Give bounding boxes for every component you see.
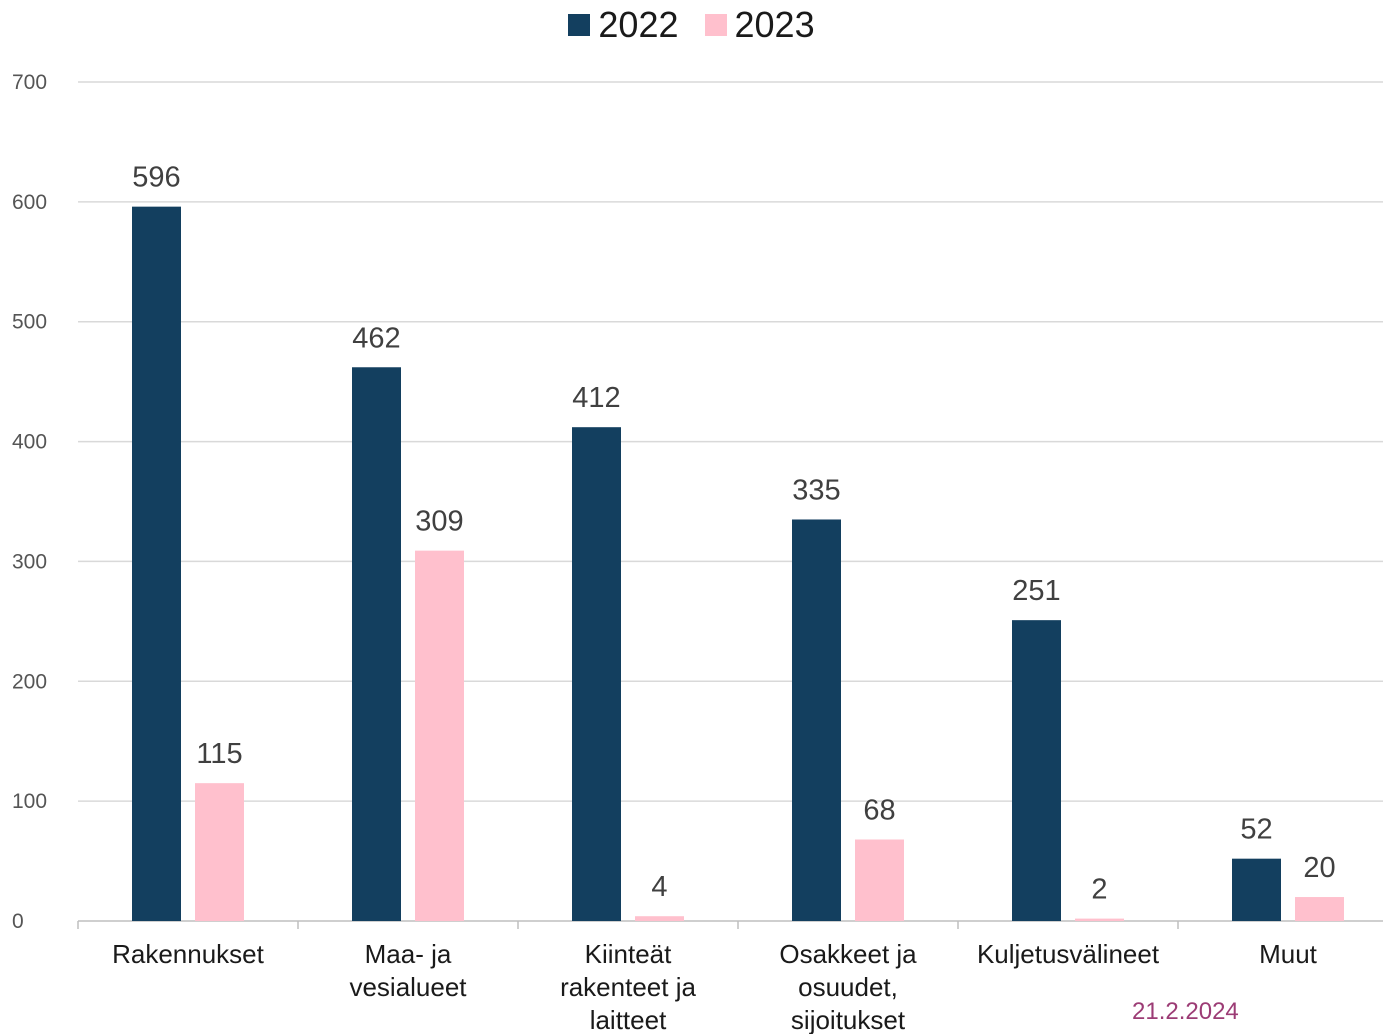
y-tick-label: 400 bbox=[12, 431, 47, 454]
data-label-2023: 20 bbox=[1303, 852, 1335, 884]
x-category-label: Maa- ja bbox=[365, 939, 452, 969]
data-label-2023: 68 bbox=[863, 794, 895, 826]
data-label-2022: 335 bbox=[792, 474, 840, 506]
bar-2022 bbox=[1232, 858, 1281, 921]
bar-2022 bbox=[572, 427, 621, 921]
data-label-2023: 309 bbox=[415, 506, 463, 538]
x-category-label: rakenteet ja bbox=[560, 972, 696, 1002]
bar-2022 bbox=[1012, 620, 1061, 921]
y-tick-label: 300 bbox=[12, 550, 47, 573]
x-category-label: vesialueet bbox=[349, 972, 467, 1002]
bar-2023 bbox=[415, 550, 464, 921]
data-label-2022: 462 bbox=[352, 322, 400, 354]
bar-2023 bbox=[195, 783, 244, 921]
y-tick-label: 500 bbox=[12, 311, 47, 334]
x-category-label: Rakennukset bbox=[112, 939, 265, 969]
y-tick-label: 700 bbox=[12, 71, 47, 94]
bar-2022 bbox=[132, 206, 181, 921]
data-label-2022: 52 bbox=[1240, 814, 1272, 846]
data-label-2022: 596 bbox=[132, 162, 180, 194]
legend-swatch-2022 bbox=[568, 14, 591, 36]
bar-2023 bbox=[1075, 918, 1124, 921]
legend-item-2023: 2023 bbox=[704, 4, 815, 46]
x-category-label: osuudet, bbox=[798, 972, 898, 1002]
x-category-label: Kiinteät bbox=[585, 939, 672, 969]
x-category-label: Kuljetusvälineet bbox=[977, 939, 1160, 969]
x-category-label: laitteet bbox=[590, 1005, 667, 1034]
y-tick-label: 600 bbox=[12, 191, 47, 214]
data-label-2023: 2 bbox=[1091, 874, 1107, 906]
legend-label-2023: 2023 bbox=[734, 4, 815, 45]
x-category-label: sijoitukset bbox=[791, 1005, 906, 1034]
data-label-2022: 412 bbox=[572, 382, 620, 414]
y-tick-label: 200 bbox=[12, 670, 47, 693]
chart-legend: 2022 2023 bbox=[0, 4, 1383, 46]
x-category-label: Muut bbox=[1259, 939, 1318, 969]
data-label-2022: 251 bbox=[1012, 575, 1060, 607]
legend-swatch-2023 bbox=[704, 14, 727, 36]
data-label-2023: 115 bbox=[196, 738, 242, 770]
bar-2023 bbox=[635, 916, 684, 921]
date-label: 21.2.2024 bbox=[1132, 998, 1239, 1025]
y-tick-label: 0 bbox=[12, 910, 24, 933]
x-category-label: Osakkeet ja bbox=[779, 939, 917, 969]
legend-item-2022: 2022 bbox=[568, 4, 679, 46]
y-tick-label: 100 bbox=[12, 790, 47, 813]
data-label-2023: 4 bbox=[651, 871, 667, 903]
bar-2023 bbox=[1295, 897, 1344, 921]
bar-2023 bbox=[855, 839, 904, 921]
bar-2022 bbox=[352, 367, 401, 921]
legend-label-2022: 2022 bbox=[598, 4, 679, 45]
bar-2022 bbox=[792, 519, 841, 921]
